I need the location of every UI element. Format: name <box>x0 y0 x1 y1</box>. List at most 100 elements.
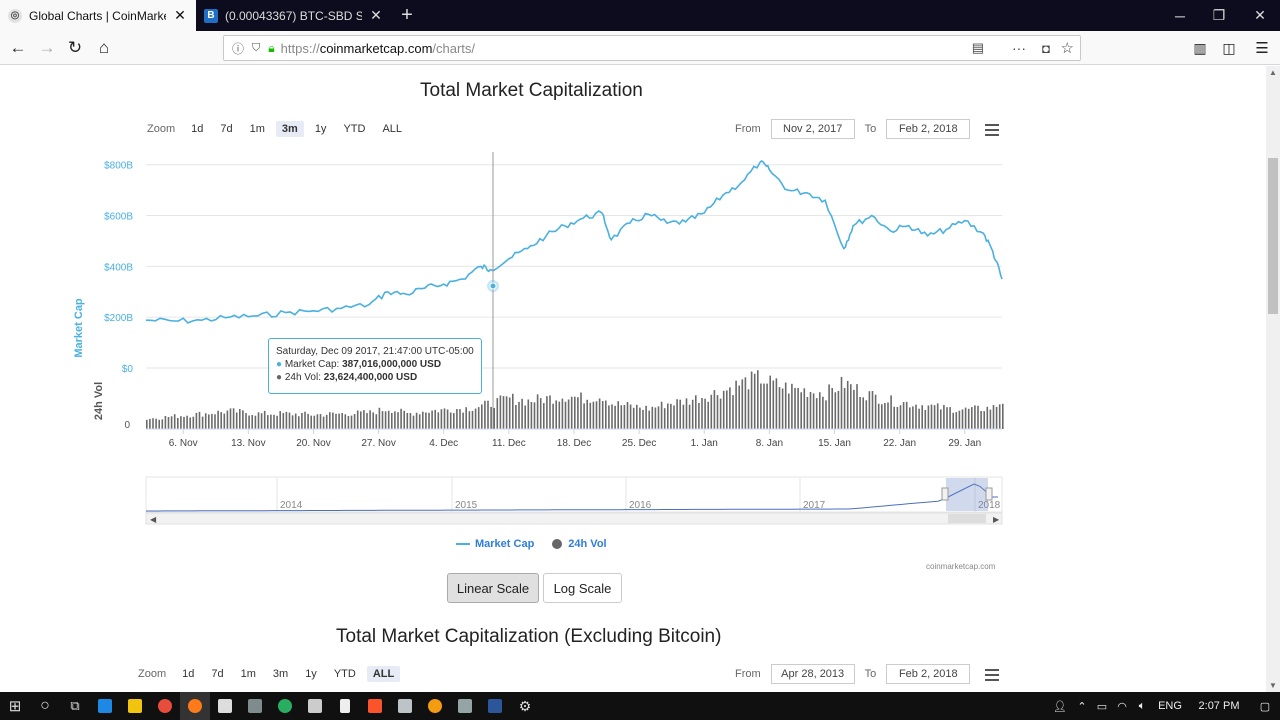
battery-icon[interactable]: ▭ <box>1096 700 1108 713</box>
chart-credit[interactable]: coinmarketcap.com <box>926 562 996 571</box>
navigator-scrollbar[interactable] <box>145 512 1003 525</box>
app-icon[interactable] <box>270 692 300 720</box>
scrollbar-thumb[interactable] <box>1268 158 1278 314</box>
edge-icon[interactable] <box>90 692 120 720</box>
page-actions-icon[interactable]: ··· <box>1012 40 1026 56</box>
volume-bar <box>598 398 601 429</box>
legend-market-cap[interactable]: Market Cap <box>456 538 534 550</box>
brave-icon[interactable] <box>360 692 390 720</box>
volume-bar <box>952 412 954 429</box>
volume-bar <box>958 410 961 429</box>
chrome-icon[interactable] <box>150 692 180 720</box>
chart2-menu-icon[interactable] <box>985 669 999 681</box>
settings-icon[interactable]: ⚙ <box>518 697 532 714</box>
tooltip-market-cap: ● Market Cap: 387,016,000,000 USD <box>276 359 442 370</box>
file-explorer-icon[interactable] <box>120 692 150 720</box>
volume-bar <box>998 404 1001 429</box>
from-date-input[interactable]: Apr 28, 2013 <box>770 664 855 684</box>
clock[interactable]: 2:07 PM <box>1198 700 1240 712</box>
sidebar-icon[interactable]: ◫ <box>1222 39 1236 56</box>
zoom-3m-button[interactable]: 3m <box>275 121 304 137</box>
mail-icon[interactable] <box>300 692 330 720</box>
zoom-3m-button[interactable]: 3m <box>272 668 289 680</box>
calculator-icon[interactable] <box>330 692 360 720</box>
scroll-left-icon[interactable]: ◀ <box>150 515 157 524</box>
app-icon[interactable] <box>390 692 420 720</box>
url-bar[interactable]: ⓘ ⛉ 🔒︎ https://coinmarketcap.com/charts/… <box>223 35 1081 61</box>
close-icon[interactable]: ✕ <box>174 7 186 23</box>
navigator-frame[interactable] <box>145 476 1003 513</box>
chrome-icon[interactable] <box>420 692 450 720</box>
word-icon[interactable] <box>480 692 510 720</box>
notifications-icon[interactable]: ▢ <box>1259 700 1271 713</box>
volume-icon[interactable]: 🔈︎ <box>1138 699 1146 712</box>
people-icon[interactable]: 👤︎ <box>1053 700 1067 713</box>
cortana-icon[interactable]: ○ <box>40 697 50 714</box>
zoom-7d-button[interactable]: 7d <box>220 123 233 135</box>
windows-start-icon[interactable]: ⊞ <box>8 698 22 715</box>
zoom-1d-button[interactable]: 1d <box>191 123 204 135</box>
reload-icon[interactable]: ↻ <box>67 38 83 57</box>
minimize-icon[interactable]: ─ <box>1175 7 1185 24</box>
app-icon[interactable] <box>240 692 270 720</box>
volume-bar <box>189 417 191 429</box>
url-text[interactable]: https://coinmarketcap.com/charts/ <box>280 40 476 56</box>
zoom-7d-button[interactable]: 7d <box>211 668 224 680</box>
zoom-ytd-button[interactable]: YTD <box>343 123 366 135</box>
tab-coinmarketcap[interactable]: ◎ Global Charts | CoinMarketCap ✕ <box>0 0 196 31</box>
new-tab-button[interactable]: + <box>401 4 413 26</box>
language-indicator[interactable]: ENG <box>1158 700 1182 712</box>
app-icon[interactable] <box>450 692 480 720</box>
navigator-selection[interactable] <box>946 478 988 511</box>
wifi-icon[interactable]: ◠ <box>1117 700 1127 713</box>
volume-bar <box>769 375 771 429</box>
menu-icon[interactable]: ☰ <box>1255 40 1269 57</box>
navigator-scroll-thumb[interactable] <box>948 514 986 523</box>
back-icon[interactable]: ← <box>9 38 27 57</box>
shield-icon[interactable]: ⛉ <box>252 41 261 54</box>
zoom-1y-button[interactable]: 1y <box>314 123 327 135</box>
zoom-all-button[interactable]: ALL <box>366 666 401 682</box>
from-date-input[interactable]: Nov 2, 2017 <box>770 119 855 139</box>
library-icon[interactable]: ▥ <box>1193 39 1207 56</box>
pocket-icon[interactable]: ◘ <box>1042 40 1050 56</box>
chart-menu-icon[interactable] <box>985 124 999 136</box>
to-date-input[interactable]: Feb 2, 2018 <box>886 664 971 684</box>
zoom-ytd-button[interactable]: YTD <box>333 668 356 680</box>
linear-scale-button[interactable]: Linear Scale <box>447 573 539 603</box>
zoom-1m-button[interactable]: 1m <box>249 123 265 135</box>
scroll-right-icon[interactable]: ▶ <box>993 515 1000 524</box>
scroll-down-icon[interactable]: ▼ <box>1269 681 1277 690</box>
bookmark-star-icon[interactable]: ☆ <box>1060 40 1074 57</box>
close-icon[interactable]: ✕ <box>370 7 382 23</box>
tray-chevron-icon[interactable]: ⌃ <box>1077 700 1087 713</box>
zoom-1y-button[interactable]: 1y <box>305 668 317 680</box>
scroll-up-icon[interactable]: ▲ <box>1269 68 1277 77</box>
zoom-all-button[interactable]: ALL <box>382 123 403 135</box>
app-icon[interactable] <box>210 692 240 720</box>
volume-bar <box>809 392 812 429</box>
tab-steemdollars[interactable]: B (0.00043367) BTC-SBD SteemDollars ✕ <box>196 0 392 31</box>
reader-view-icon[interactable]: ▤ <box>971 40 984 55</box>
volume-bar <box>344 414 347 429</box>
close-window-icon[interactable]: ✕ <box>1254 7 1266 23</box>
volume-bar <box>577 397 579 429</box>
legend-volume[interactable]: 24h Vol <box>552 538 607 550</box>
volume-bar <box>431 410 433 429</box>
volume-bar <box>223 413 226 429</box>
navigator-left-handle[interactable] <box>941 487 949 501</box>
info-icon[interactable]: ⓘ <box>232 41 245 56</box>
to-date-input[interactable]: Feb 2, 2018 <box>886 119 971 139</box>
page-scrollbar[interactable]: ▲ ▼ <box>1266 66 1280 692</box>
forward-icon[interactable]: → <box>38 38 56 57</box>
navigator-right-handle[interactable] <box>985 487 993 501</box>
firefox-icon[interactable] <box>180 692 210 720</box>
log-scale-button[interactable]: Log Scale <box>543 573 622 603</box>
restore-icon[interactable]: ❐ <box>1212 7 1226 23</box>
volume-bar <box>394 411 396 429</box>
home-icon[interactable]: ⌂ <box>98 38 110 57</box>
task-view-icon[interactable]: ⧉ <box>70 698 80 713</box>
zoom-1m-button[interactable]: 1m <box>240 668 256 680</box>
zoom-1d-button[interactable]: 1d <box>182 668 195 680</box>
volume-bar <box>803 388 806 429</box>
